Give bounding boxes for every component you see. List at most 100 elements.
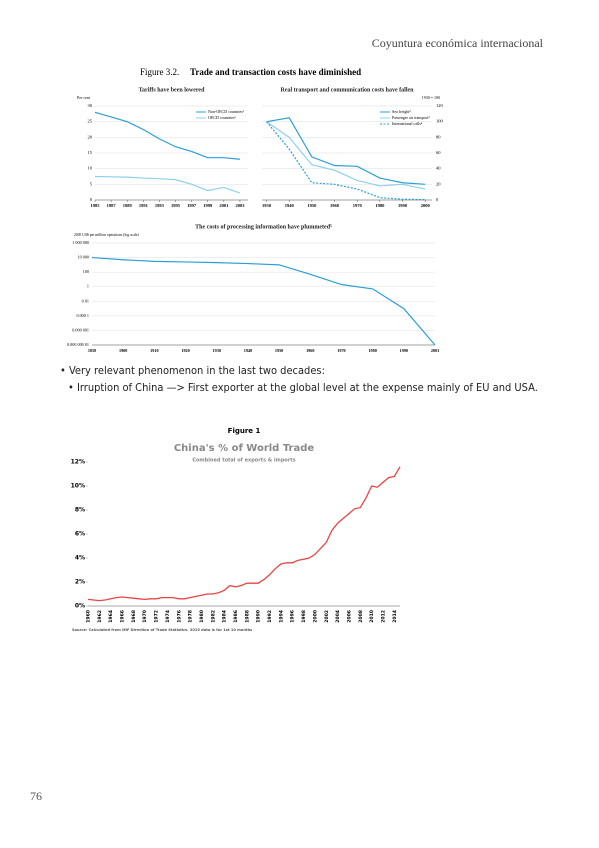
x-tick-label: 1980 [375, 203, 385, 208]
y-tick-label: 10% [71, 483, 85, 490]
x-tick-label: 1990 [398, 203, 408, 208]
bullet-text: Very relevant phenomenon in the last two… [68, 364, 325, 377]
y-tick-label: 15 [88, 150, 93, 155]
chart-source: Source: Calculated from IMF Direction of… [72, 628, 252, 632]
x-tick-label: 1950 [307, 203, 317, 208]
y-tick-label: 1 000 000 [72, 240, 89, 245]
x-tick-label: 1960 [330, 203, 340, 208]
x-tick-label: 2004 [335, 610, 341, 623]
y-tick-label: 8% [75, 507, 85, 514]
x-tick-label: 1970 [142, 610, 148, 623]
y-tick-label: 4% [75, 555, 85, 562]
series-line [266, 121, 426, 190]
x-tick-label: 1930 [262, 203, 272, 208]
x-tick-label: 1960 [86, 610, 92, 623]
x-tick-label: 1910 [150, 348, 158, 353]
series-line [91, 256, 436, 346]
x-tick-label: 1982 [210, 610, 216, 623]
x-tick-label: 1997 [187, 203, 197, 208]
bullet: • Very relevant phenomenon in the last t… [60, 364, 325, 377]
y-tick-label: 80 [436, 134, 441, 139]
y-tick-label: 0 [436, 197, 439, 202]
x-tick-label: 1940 [244, 348, 252, 353]
x-tick-label: 1930 [213, 348, 221, 353]
y-axis-label: Per cent [77, 95, 91, 100]
y-tick-label: 0.000 000 01 [67, 342, 89, 347]
x-tick-label: 1999 [203, 203, 213, 208]
x-tick-label: 1996 [290, 610, 296, 623]
x-tick-label: 1998 [301, 610, 307, 623]
x-tick-label: 1940 [285, 203, 295, 208]
x-tick-label: 1988 [244, 610, 250, 623]
chart-title: The costs of processing information have… [195, 224, 332, 230]
y-tick-label: 40 [436, 166, 441, 171]
x-tick-label: 1980 [199, 610, 205, 623]
y-tick-label: 5 [90, 181, 93, 186]
chart-title: Real transport and communication costs h… [281, 87, 415, 93]
series-line [94, 175, 241, 194]
x-tick-label: 1968 [131, 610, 137, 623]
y-tick-label: 120 [436, 103, 444, 108]
x-tick-label: 1992 [267, 610, 273, 623]
x-tick-label: 2010 [369, 610, 375, 623]
chart-subtitle: Combined total of exports & imports [192, 458, 295, 464]
figure-title: Trade and transaction costs have diminis… [190, 67, 361, 77]
y-tick-label: 0.01 [82, 298, 89, 303]
chart-title: Tariffs have been lowered [139, 87, 205, 93]
x-tick-label: 1990 [400, 348, 408, 353]
y-tick-label: 1 [87, 284, 89, 289]
y-tick-label: 0.000 1 [76, 313, 89, 318]
x-tick-label: 1974 [165, 610, 171, 623]
x-tick-label: 1991 [139, 203, 149, 208]
x-tick-label: 1993 [155, 203, 165, 208]
y-tick-label: 30 [88, 103, 93, 108]
y-tick-label: 100 [436, 119, 444, 124]
x-tick-label: 1960 [306, 348, 314, 353]
y-axis-label: 2005 US$ per million operations (log sca… [74, 233, 139, 237]
x-tick-label: 1994 [278, 610, 284, 623]
y-tick-label: 100 [83, 269, 89, 274]
x-tick-label: 1990 [256, 610, 262, 623]
sub-bullet: • Irruption of China —> First exporter a… [68, 381, 538, 394]
y-tick-label: 20 [88, 134, 93, 139]
y-tick-label: 0% [75, 603, 85, 610]
x-tick-label: 2002 [324, 610, 330, 623]
x-tick-label: 2000 [312, 610, 318, 623]
x-tick-label: 2008 [358, 610, 364, 623]
x-tick-label: 2014 [392, 610, 398, 623]
y-tick-label: 12% [71, 459, 85, 466]
sub-bullet-text: Irruption of China —> First exporter at … [76, 381, 538, 394]
x-tick-label: 2001 [219, 203, 229, 208]
x-tick-label: 2006 [346, 610, 352, 623]
figure-label: Figure 1 [228, 427, 261, 435]
x-tick-label: 1900 [119, 348, 127, 353]
series-line [266, 121, 426, 201]
x-tick-label: 1850 [88, 348, 96, 353]
x-tick-label: 1972 [154, 610, 160, 623]
x-tick-label: 2003 [235, 203, 245, 208]
running-header: Coyuntura económica internacional [371, 36, 543, 50]
x-tick-label: 1976 [176, 610, 182, 623]
x-tick-label: 2000 [421, 203, 431, 208]
x-tick-label: 1985 [91, 203, 101, 208]
legend-label: Non-OECD countries¹ [208, 109, 245, 114]
legend-label: Passenger air transport³ [392, 115, 430, 120]
x-tick-label: 1987 [107, 203, 117, 208]
x-tick-label: 1980 [368, 348, 376, 353]
series-line [87, 466, 401, 602]
x-tick-label: 1920 [181, 348, 189, 353]
x-tick-label: 1989 [123, 203, 133, 208]
figure-label: Figure 3.2. [140, 67, 179, 77]
x-tick-label: 2003 [431, 348, 439, 353]
y-tick-label: 10 [88, 166, 93, 171]
legend-label: Sea freight² [392, 109, 411, 114]
y-tick-label: 20 [436, 181, 441, 186]
y-tick-label: 2% [75, 579, 85, 586]
y-tick-label: 0.000 001 [72, 327, 89, 332]
page-number: 76 [30, 789, 42, 803]
x-tick-label: 1970 [353, 203, 363, 208]
y-tick-label: 10 000 [77, 255, 89, 260]
y-tick-label: 0 [90, 197, 93, 202]
